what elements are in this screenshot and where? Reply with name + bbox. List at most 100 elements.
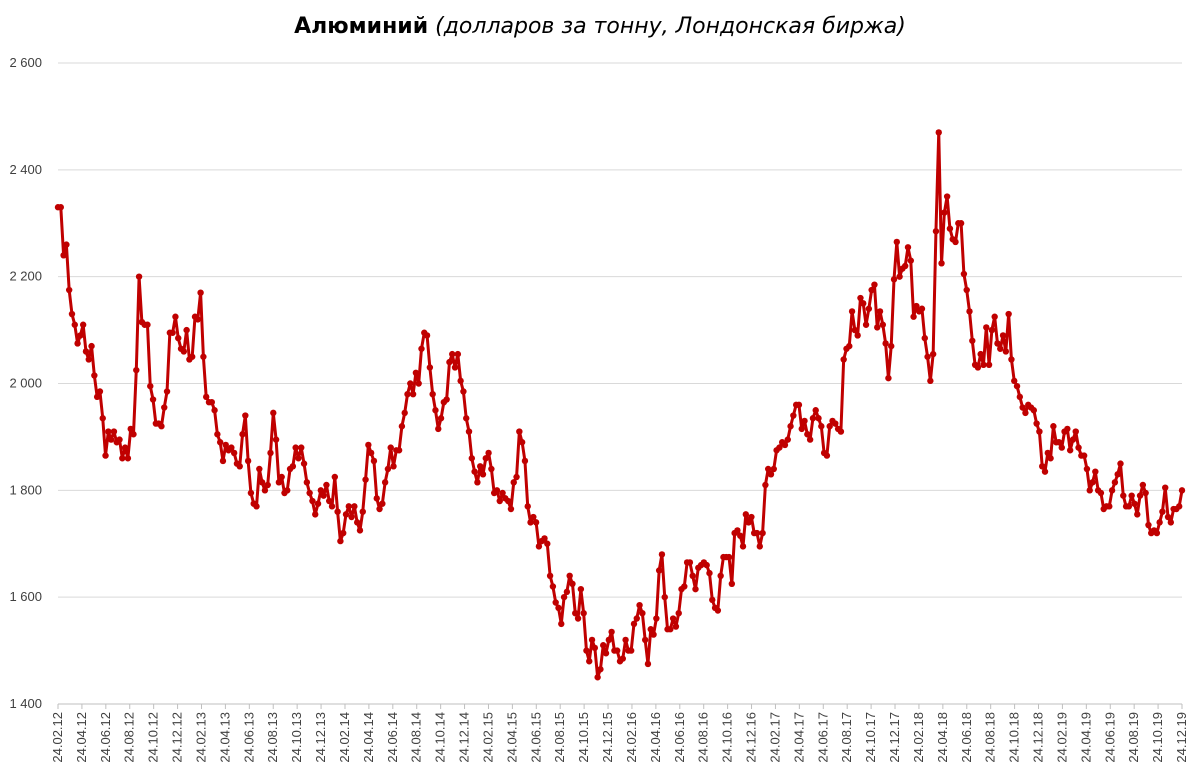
data-point	[857, 294, 864, 302]
data-point	[888, 342, 895, 350]
data-point	[256, 465, 263, 473]
data-point	[482, 455, 489, 462]
data-point	[943, 193, 951, 200]
data-point	[460, 388, 467, 395]
data-point	[1176, 503, 1183, 510]
x-tick-label: 24.06.18	[959, 712, 974, 763]
data-point	[451, 364, 459, 371]
data-point	[228, 444, 235, 451]
data-point	[804, 431, 811, 438]
data-point	[465, 428, 473, 435]
x-tick-label: 24.12.17	[887, 712, 902, 763]
data-point	[1069, 436, 1077, 443]
data-point	[977, 350, 984, 358]
data-point	[317, 487, 325, 494]
x-tick-label: 24.08.17	[839, 712, 854, 763]
data-point	[865, 305, 873, 312]
data-point	[60, 252, 67, 259]
data-point	[840, 356, 847, 363]
data-point	[532, 519, 540, 526]
data-point	[725, 553, 733, 561]
data-point	[1134, 511, 1141, 518]
data-point	[521, 457, 529, 465]
data-point	[401, 409, 408, 417]
data-point	[546, 572, 554, 579]
data-point	[398, 423, 406, 430]
data-point	[161, 404, 168, 411]
data-point	[809, 415, 817, 422]
data-point	[602, 650, 610, 657]
data-point	[924, 353, 931, 360]
data-point	[194, 316, 201, 323]
data-point	[918, 305, 926, 312]
data-point	[904, 244, 912, 251]
data-point	[907, 257, 914, 264]
data-point	[172, 313, 179, 320]
x-tick-label: 24.10.19	[1150, 712, 1165, 763]
x-tick-label: 24.04.19	[1078, 712, 1093, 763]
data-point	[79, 321, 87, 328]
data-point	[647, 626, 654, 633]
data-point	[818, 423, 825, 430]
data-point	[1089, 479, 1096, 486]
data-point	[395, 447, 403, 454]
data-point	[619, 655, 626, 662]
data-point	[202, 393, 210, 401]
data-point	[597, 666, 604, 673]
data-point	[759, 529, 766, 537]
data-point	[745, 519, 752, 526]
data-point	[868, 286, 875, 294]
x-tick-label: 24.10.15	[576, 712, 591, 763]
data-point	[737, 532, 744, 539]
data-point	[339, 529, 347, 537]
data-point	[896, 273, 903, 280]
data-point	[580, 609, 587, 617]
x-tick-label: 24.04.18	[935, 712, 950, 763]
data-point	[365, 441, 372, 449]
data-point	[574, 615, 582, 622]
data-point	[488, 465, 495, 473]
data-point	[605, 636, 613, 644]
data-point	[983, 324, 990, 331]
data-point	[189, 353, 196, 360]
data-point	[477, 463, 484, 470]
x-tick-label: 24.08.12	[122, 712, 137, 763]
x-tick-label: 24.12.13	[313, 712, 328, 763]
data-point	[885, 374, 892, 382]
data-point	[390, 463, 397, 470]
data-point	[1011, 377, 1018, 385]
data-point	[435, 425, 442, 433]
data-point	[449, 350, 456, 358]
data-point	[689, 572, 696, 579]
data-point	[1019, 404, 1026, 411]
data-point	[289, 463, 297, 470]
data-point	[952, 238, 959, 246]
x-tick-label: 24.12.16	[744, 712, 759, 763]
data-point	[577, 585, 585, 593]
data-point	[149, 396, 157, 403]
data-point	[1139, 481, 1147, 489]
data-point	[409, 390, 417, 398]
data-point	[359, 508, 366, 515]
data-point	[549, 583, 557, 590]
data-point	[991, 313, 998, 320]
x-tick-label: 24.06.16	[672, 712, 687, 763]
data-point	[639, 609, 646, 617]
data-point	[630, 620, 638, 628]
data-point	[345, 503, 352, 510]
data-point	[85, 356, 92, 363]
data-point	[211, 407, 218, 414]
data-point	[1041, 468, 1049, 475]
data-point	[739, 543, 747, 550]
data-point	[236, 463, 243, 470]
data-point	[966, 308, 973, 315]
data-point	[107, 436, 115, 443]
data-point	[63, 241, 70, 248]
data-point	[1117, 460, 1124, 467]
data-point	[102, 452, 109, 459]
data-point	[454, 350, 462, 358]
data-point	[1072, 428, 1079, 435]
series-line	[56, 130, 1184, 679]
data-point	[253, 503, 260, 510]
data-point	[163, 388, 171, 395]
